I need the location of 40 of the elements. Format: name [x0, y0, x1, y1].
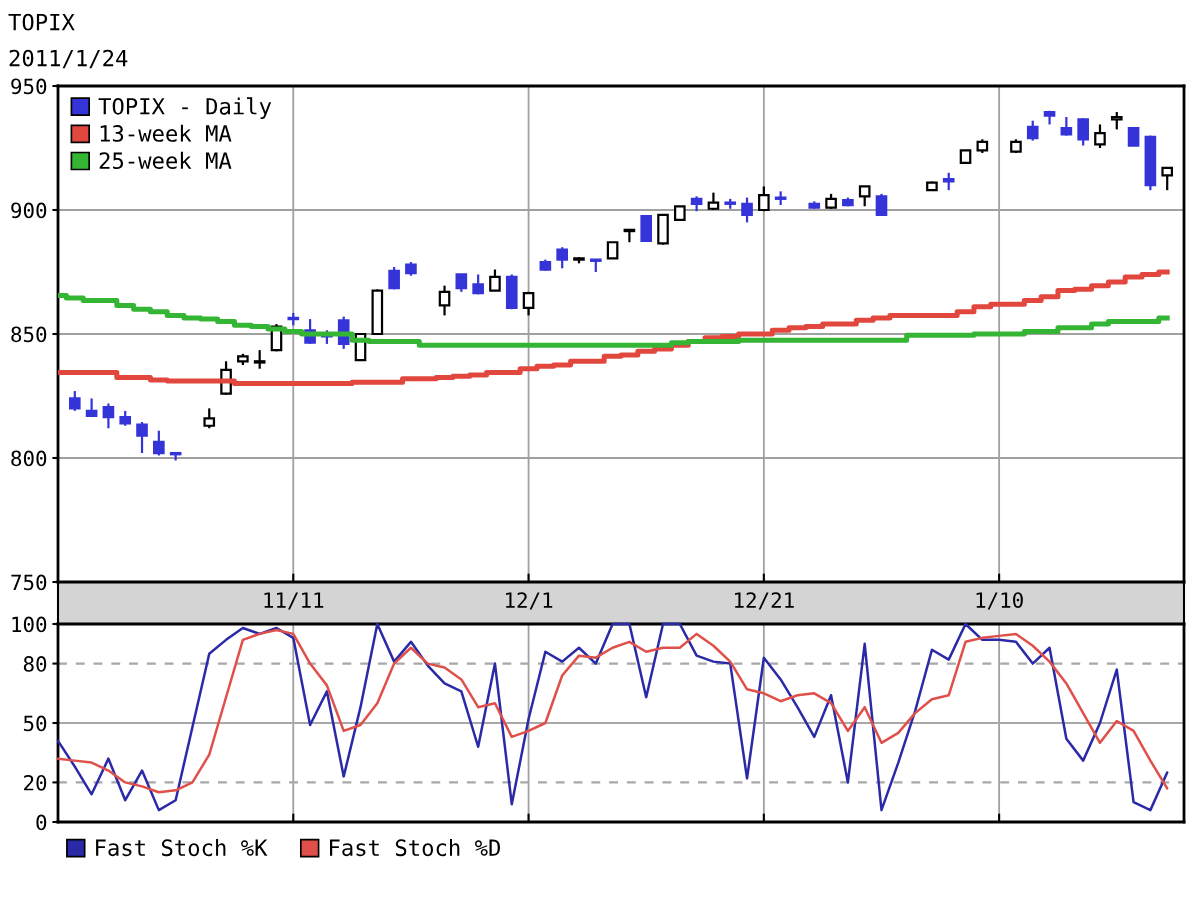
chart-subtitle: 2011/1/24	[9, 49, 128, 69]
y-tick-label: 80	[23, 656, 47, 672]
candlestick	[203, 407, 216, 430]
y-tick-label: 850	[11, 326, 47, 343]
y-tick-label: 50	[23, 715, 47, 732]
candlestick	[102, 402, 115, 430]
chart-title: TOPIX	[8, 13, 75, 31]
candlestick	[758, 185, 770, 213]
y-tick-label: 0	[36, 814, 47, 831]
legend-label: Fast Stoch %D	[330, 838, 501, 857]
candlestick	[1094, 123, 1106, 150]
candlestick	[1026, 119, 1039, 142]
legend-label: 13-week MA	[100, 124, 232, 142]
candlestick	[858, 185, 871, 208]
y-tick-label: 100	[12, 616, 47, 633]
y-tick-label: 900	[11, 202, 47, 219]
x-tick-label: 11/11	[264, 592, 324, 610]
candlestick	[1077, 117, 1089, 147]
candlestick	[489, 268, 501, 292]
y-tick-label: 20	[24, 774, 47, 791]
candlestick	[741, 196, 753, 224]
candlestick	[68, 389, 81, 412]
y-tick-label: 750	[11, 574, 47, 591]
candlestick	[136, 420, 148, 455]
candlestick	[253, 349, 266, 370]
x-tick-label: 12/1	[505, 592, 553, 610]
legend-label: 25-week MA	[99, 151, 232, 170]
candlestick	[1161, 166, 1174, 192]
candlestick	[438, 284, 451, 317]
y-tick-label: 950	[11, 78, 47, 95]
x-tick-label: 1/10	[976, 592, 1023, 610]
candlestick	[875, 192, 888, 217]
y-tick-label: 800	[11, 450, 47, 467]
legend-label: TOPIX - Daily	[98, 97, 272, 119]
candlestick	[556, 246, 568, 270]
x-tick-label: 12/21	[735, 592, 794, 610]
legend-label: Fast Stoch %K	[96, 838, 268, 857]
candlestick	[153, 429, 165, 457]
candlestick	[623, 228, 636, 244]
candlestick	[1060, 115, 1073, 137]
